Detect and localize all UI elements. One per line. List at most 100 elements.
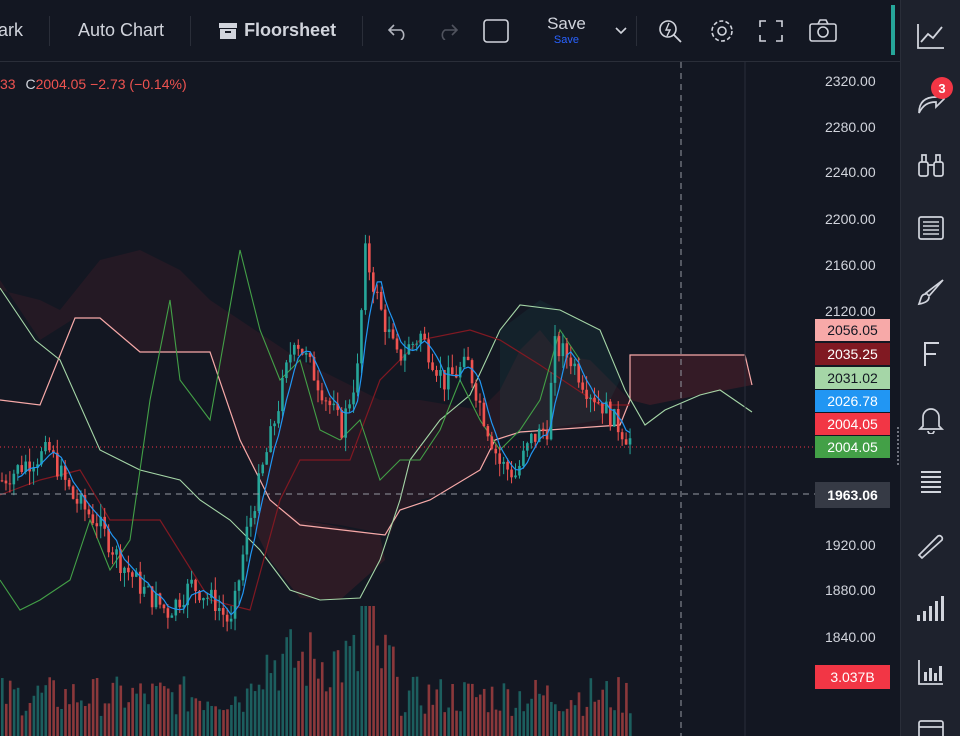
candle-body xyxy=(225,614,229,622)
volume-bar xyxy=(336,650,340,736)
volume-bar xyxy=(518,691,522,736)
save-button[interactable]: Save Save xyxy=(547,15,586,46)
candle-body xyxy=(221,608,225,615)
volume-bar xyxy=(348,646,352,736)
axis-resize-handle[interactable] xyxy=(896,426,900,466)
candle-body xyxy=(439,370,442,376)
candle-body xyxy=(63,465,67,480)
candle-body xyxy=(115,549,118,555)
volume-bar xyxy=(550,701,553,736)
volume-bar xyxy=(328,687,332,736)
price-axis[interactable]: 2320.00 2280.00 2240.00 2200.00 2160.00 … xyxy=(815,62,900,736)
volume-bar xyxy=(514,707,518,736)
volume-bar xyxy=(471,683,474,736)
redo-icon[interactable] xyxy=(437,22,459,40)
chart-icon[interactable] xyxy=(915,20,947,52)
candle-body xyxy=(612,409,616,427)
camera-icon[interactable] xyxy=(809,18,837,43)
volume-bar xyxy=(463,682,466,736)
signal-icon[interactable] xyxy=(915,592,947,624)
price-tick: 2200.00 xyxy=(825,211,876,227)
candle-body xyxy=(190,579,193,584)
volume-bar xyxy=(621,712,624,736)
volume-bar xyxy=(253,691,257,736)
volume-bar xyxy=(194,698,198,736)
volume-bar xyxy=(581,715,585,736)
chevron-down-icon[interactable] xyxy=(614,26,628,36)
candle-body xyxy=(427,339,430,363)
price-label-chikou: 2004.05 xyxy=(815,436,890,458)
f-icon[interactable] xyxy=(915,338,947,370)
brush-icon[interactable] xyxy=(915,276,947,308)
volume-bar xyxy=(103,703,107,736)
candle-body xyxy=(324,400,328,402)
candle-body xyxy=(522,450,525,466)
volume-bar xyxy=(530,698,533,736)
share-icon[interactable] xyxy=(915,85,947,117)
volume-bar xyxy=(502,683,506,736)
volume-bar xyxy=(352,634,356,736)
volume-bar xyxy=(202,710,206,736)
pen-icon[interactable] xyxy=(915,530,947,562)
candle-body xyxy=(269,426,272,453)
floorsheet-button[interactable]: Floorsheet xyxy=(244,20,337,40)
price-tick: 1840.00 xyxy=(825,629,876,645)
volume-bar xyxy=(467,683,470,736)
volume-bar xyxy=(241,711,245,736)
volume-bar xyxy=(609,707,612,736)
toolbar-accent-bar xyxy=(891,5,895,55)
candle-body xyxy=(624,439,628,445)
candle-body xyxy=(605,401,608,414)
kijun-line xyxy=(0,329,630,611)
candle-body xyxy=(107,528,110,553)
volume-bar xyxy=(309,632,312,736)
candle-body xyxy=(348,404,351,409)
chart-canvas[interactable] xyxy=(0,0,815,736)
candle-body xyxy=(474,383,478,401)
volume-bar xyxy=(281,653,285,736)
candle-body xyxy=(391,329,395,339)
volume-bar xyxy=(565,708,569,736)
candle-body xyxy=(470,360,474,384)
volume-bar xyxy=(1,678,4,736)
candle-body xyxy=(32,467,35,472)
news-icon[interactable] xyxy=(915,212,947,244)
candle-body xyxy=(356,363,359,393)
candle-body xyxy=(447,367,450,390)
auto-chart-button[interactable]: Auto Chart xyxy=(78,20,165,40)
volume-bar xyxy=(506,689,510,736)
volume-bar xyxy=(522,711,525,736)
candle-body xyxy=(202,598,205,601)
quick-search-icon[interactable] xyxy=(657,18,683,44)
candle-body xyxy=(375,291,379,293)
volume-bar xyxy=(32,695,36,736)
candle-body xyxy=(79,494,83,504)
volume-bar xyxy=(364,606,367,736)
volume-bar xyxy=(431,704,435,736)
volume-bar xyxy=(24,710,28,736)
binoculars-icon[interactable] xyxy=(915,150,947,182)
mark-button[interactable]: ark xyxy=(0,20,24,40)
fullscreen-icon[interactable] xyxy=(759,19,783,42)
window-icon[interactable] xyxy=(915,718,947,736)
candle-body xyxy=(56,452,59,477)
candle-body xyxy=(162,604,166,609)
candle-body xyxy=(565,343,569,358)
undo-icon[interactable] xyxy=(387,22,409,40)
settings-icon[interactable] xyxy=(709,18,735,44)
volume-bar xyxy=(218,709,221,736)
candle-body xyxy=(585,389,588,400)
square-icon[interactable] xyxy=(483,18,509,43)
bar-chart-icon[interactable] xyxy=(915,656,947,688)
candle-body xyxy=(494,448,498,454)
volume-bar xyxy=(135,693,138,736)
volume-bar xyxy=(490,686,494,736)
volume-bar xyxy=(384,634,387,736)
bell-icon[interactable] xyxy=(915,403,947,435)
price-label-kijun: 2035.25 xyxy=(815,343,890,365)
price-tick: 2160.00 xyxy=(825,257,876,273)
crosshair-price-label: 1963.06 xyxy=(815,482,890,508)
volume-bar xyxy=(419,705,423,736)
volume-bar xyxy=(447,707,450,736)
list-icon[interactable] xyxy=(915,465,947,497)
